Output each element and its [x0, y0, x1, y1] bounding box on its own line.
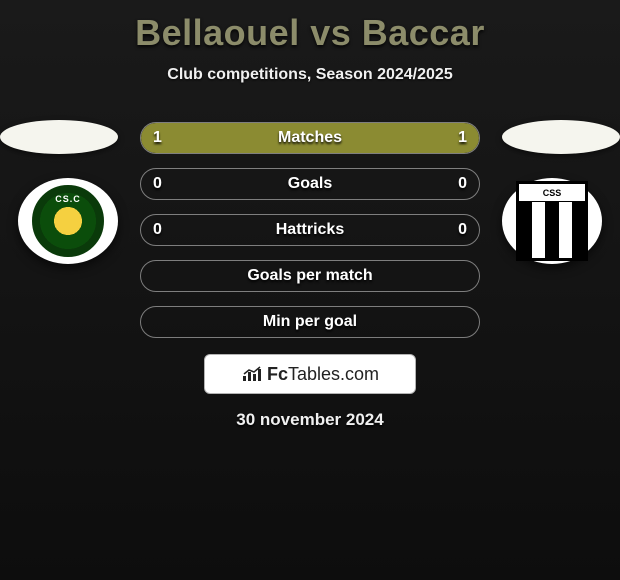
- stats-panel: 1 1 Matches 0 0 Goals 0 0 Hattricks Goals per mat…: [140, 122, 480, 338]
- date-label: 30 november 2024: [0, 410, 620, 430]
- stat-row: 0 0 Goals: [140, 168, 480, 200]
- stat-label: Hattricks: [276, 221, 344, 239]
- stat-value-left: 0: [153, 175, 162, 193]
- stat-value-right: 1: [458, 129, 467, 147]
- stat-value-left: 0: [153, 221, 162, 239]
- stat-value-right: 0: [458, 221, 467, 239]
- page-title: Bellaouel vs Baccar: [0, 0, 620, 54]
- stat-value-right: 0: [458, 175, 467, 193]
- club-crest-right-label: CSS: [519, 184, 585, 202]
- player-avatar-left: [0, 120, 118, 154]
- stat-row: Goals per match: [140, 260, 480, 292]
- stat-label: Goals: [288, 175, 332, 193]
- club-badge-right: CSS: [502, 178, 602, 264]
- subtitle: Club competitions, Season 2024/2025: [0, 66, 620, 84]
- stat-label: Matches: [278, 129, 342, 147]
- stat-value-left: 1: [153, 129, 162, 147]
- stat-row: 1 1 Matches: [140, 122, 480, 154]
- chart-icon: [241, 365, 263, 383]
- club-crest-right-icon: CSS: [516, 181, 588, 261]
- club-crest-left-icon: [32, 185, 104, 257]
- stat-label: Min per goal: [263, 313, 357, 331]
- brand-text: FcTables.com: [267, 364, 379, 385]
- club-badge-left: [18, 178, 118, 264]
- stat-row: Min per goal: [140, 306, 480, 338]
- brand-box[interactable]: FcTables.com: [204, 354, 416, 394]
- stat-label: Goals per match: [247, 267, 372, 285]
- stat-row: 0 0 Hattricks: [140, 214, 480, 246]
- player-avatar-right: [502, 120, 620, 154]
